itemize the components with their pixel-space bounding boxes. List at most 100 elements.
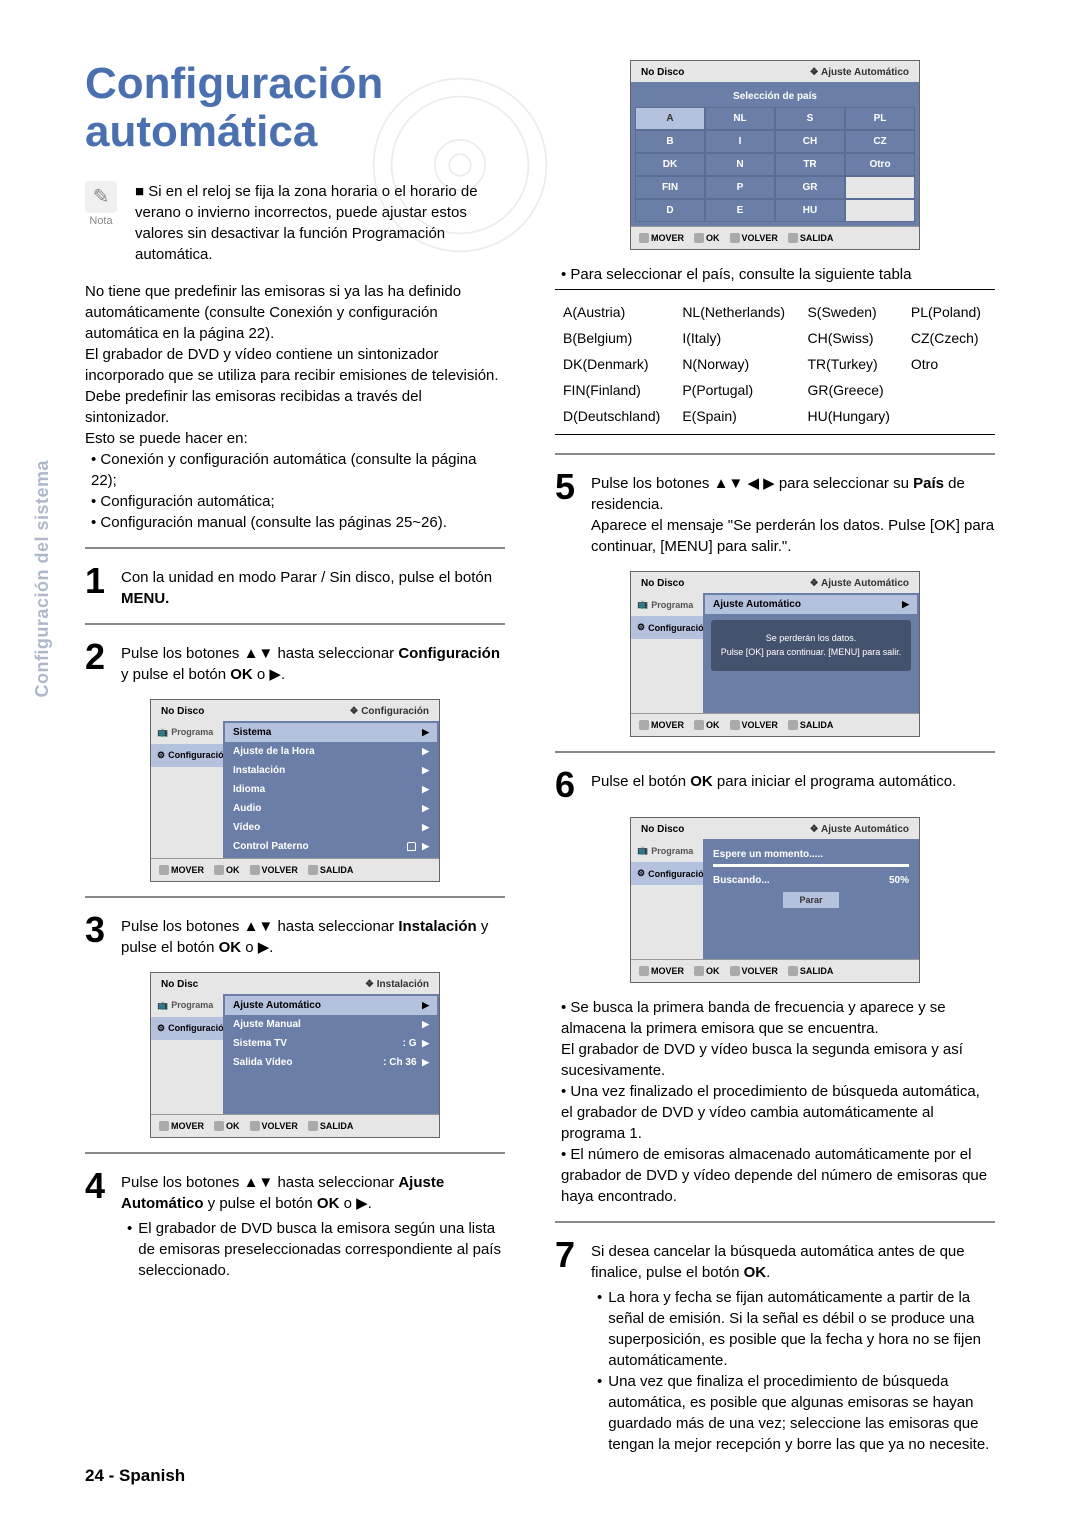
intro-p2: El grabador de DVD y vídeo contiene un s… bbox=[85, 344, 505, 428]
osd-install-menu: No Disc❖ Instalación 📺Programa ⚙Configur… bbox=[150, 972, 440, 1138]
step-7: 7 Si desea cancelar la búsqueda automáti… bbox=[555, 1237, 995, 1455]
country-cell: D bbox=[635, 199, 705, 222]
step-2: 2 Pulse los botones ▲▼ hasta seleccionar… bbox=[85, 639, 505, 685]
country-cell: GR bbox=[775, 176, 845, 199]
osd-confirm-dialog: No Disco❖ Ajuste Automático 📺Programa ⚙C… bbox=[630, 571, 920, 737]
country-cell: N bbox=[705, 153, 775, 176]
osd-section: ❖ Configuración bbox=[349, 706, 429, 717]
post6-bullet: Una vez finalizado el procedimiento de b… bbox=[561, 1083, 980, 1142]
osd-side-config: ⚙Configuración bbox=[151, 1017, 223, 1040]
f: OK bbox=[226, 1121, 240, 1131]
step-4: 4 Pulse los botones ▲▼ hasta seleccionar… bbox=[85, 1168, 505, 1281]
osd-item: Instalación▶ bbox=[225, 761, 437, 780]
f: SALIDA bbox=[320, 1121, 354, 1131]
note-icon: ✎ bbox=[85, 181, 117, 213]
osd-item: Idioma▶ bbox=[225, 780, 437, 799]
step-number: 4 bbox=[85, 1168, 121, 1281]
step-number: 7 bbox=[555, 1237, 591, 1455]
country-table: A(Austria)NL(Netherlands)S(Sweden)PL(Pol… bbox=[555, 298, 995, 430]
osd-item: Vídeo▶ bbox=[225, 818, 437, 837]
t: Pulse el botón bbox=[591, 773, 690, 790]
progress-bar bbox=[713, 864, 909, 867]
f: VOLVER bbox=[742, 233, 778, 243]
osd-side-programa: 📺Programa bbox=[151, 721, 223, 744]
osd-progress: No Disco❖ Ajuste Automático 📺Programa ⚙C… bbox=[630, 817, 920, 983]
t: para iniciar el programa automático. bbox=[713, 773, 956, 790]
table-rule bbox=[555, 289, 995, 290]
step-number: 3 bbox=[85, 912, 121, 958]
right-column: No Disco ❖ Ajuste Automático Selección de… bbox=[555, 60, 995, 1455]
step7-bullet: La hora y fecha se fijan automáticamente… bbox=[608, 1287, 995, 1371]
osd-config-menu: No Disco❖ Configuración 📺Programa ⚙Confi… bbox=[150, 699, 440, 882]
t: No Disco bbox=[641, 824, 684, 835]
country-cell: TR bbox=[775, 153, 845, 176]
step-3: 3 Pulse los botones ▲▼ hasta seleccionar… bbox=[85, 912, 505, 958]
osd-item: Sistema▶ bbox=[225, 723, 437, 742]
b: OK bbox=[230, 666, 253, 683]
country-cell: E bbox=[705, 199, 775, 222]
f: MOVER bbox=[171, 1121, 204, 1131]
f: SALIDA bbox=[800, 233, 834, 243]
country-cell: CH bbox=[775, 130, 845, 153]
f: MOVER bbox=[651, 720, 684, 730]
t: Pulse los botones ▲▼ ◀ ▶ para selecciona… bbox=[591, 475, 913, 492]
b: OK bbox=[219, 939, 242, 956]
divider bbox=[555, 453, 995, 455]
step-number: 6 bbox=[555, 767, 591, 803]
f: MOVER bbox=[651, 966, 684, 976]
country-cell: B bbox=[635, 130, 705, 153]
t: o ▶. bbox=[241, 939, 273, 956]
osd-side-config: ⚙Configuración bbox=[631, 862, 703, 885]
f: OK bbox=[706, 720, 720, 730]
step-number: 5 bbox=[555, 469, 591, 557]
country-cell: NL bbox=[705, 107, 775, 130]
country-cell: DK bbox=[635, 153, 705, 176]
intro-bullet: Configuración automática; bbox=[91, 491, 505, 512]
osd-item: Audio▶ bbox=[225, 799, 437, 818]
f: VOLVER bbox=[262, 1121, 298, 1131]
country-cell: P bbox=[705, 176, 775, 199]
lock-icon bbox=[407, 842, 416, 851]
osd-side-programa: 📺Programa bbox=[151, 994, 223, 1017]
step5-p2: Aparece el mensaje "Se perderán los dato… bbox=[591, 515, 995, 557]
country-cell: PL bbox=[845, 107, 915, 130]
f: VOLVER bbox=[742, 966, 778, 976]
post6-bullet: Se busca la primera banda de frecuencia … bbox=[561, 999, 963, 1079]
t: Pulse los botones ▲▼ hasta seleccionar bbox=[121, 1174, 398, 1191]
f: SALIDA bbox=[800, 966, 834, 976]
f: MOVER bbox=[651, 233, 684, 243]
progress-wait: Espere un momento..... bbox=[713, 849, 909, 860]
note-label: Nota bbox=[85, 215, 117, 227]
page-lang: Spanish bbox=[119, 1466, 185, 1485]
osd-item: Ajuste Manual▶ bbox=[225, 1015, 437, 1034]
post6-bullet: El número de emisoras almacenado automát… bbox=[561, 1146, 987, 1205]
t: ❖ Ajuste Automático bbox=[810, 824, 909, 835]
osd-side-programa: 📺Programa bbox=[631, 593, 703, 616]
progress-pct: 50% bbox=[889, 875, 909, 886]
section-tab: Configuración del sistema bbox=[32, 460, 53, 698]
divider bbox=[85, 547, 505, 549]
f: VOLVER bbox=[742, 720, 778, 730]
country-cell: CZ bbox=[845, 130, 915, 153]
country-cell: I bbox=[705, 130, 775, 153]
title-line1: Configuración bbox=[85, 59, 383, 108]
left-column: Configuración automática ✎ Nota ■ Si en … bbox=[85, 60, 505, 1455]
divider bbox=[85, 896, 505, 898]
step7-bullet: Una vez que finaliza el procedimiento de… bbox=[608, 1371, 995, 1455]
b: Instalación bbox=[398, 918, 476, 935]
country-cell: A bbox=[635, 107, 705, 130]
country-cell: FIN bbox=[635, 176, 705, 199]
country-cell bbox=[845, 176, 915, 199]
t: . bbox=[766, 1264, 770, 1281]
osd-item: Sistema TV: G ▶ bbox=[225, 1034, 437, 1053]
country-header: Selección de país bbox=[635, 86, 915, 107]
divider bbox=[85, 623, 505, 625]
t: o ▶. bbox=[339, 1195, 371, 1212]
b: País bbox=[913, 475, 944, 492]
step-5: 5 Pulse los botones ▲▼ ◀ ▶ para seleccio… bbox=[555, 469, 995, 557]
country-caption: Para seleccionar el país, consulte la si… bbox=[561, 264, 995, 285]
intro-text: No tiene que predefinir las emisoras si … bbox=[85, 281, 505, 533]
f: VOLVER bbox=[262, 865, 298, 875]
t: Pulse los botones ▲▼ hasta seleccionar bbox=[121, 645, 398, 662]
step-bold: MENU. bbox=[121, 590, 169, 607]
